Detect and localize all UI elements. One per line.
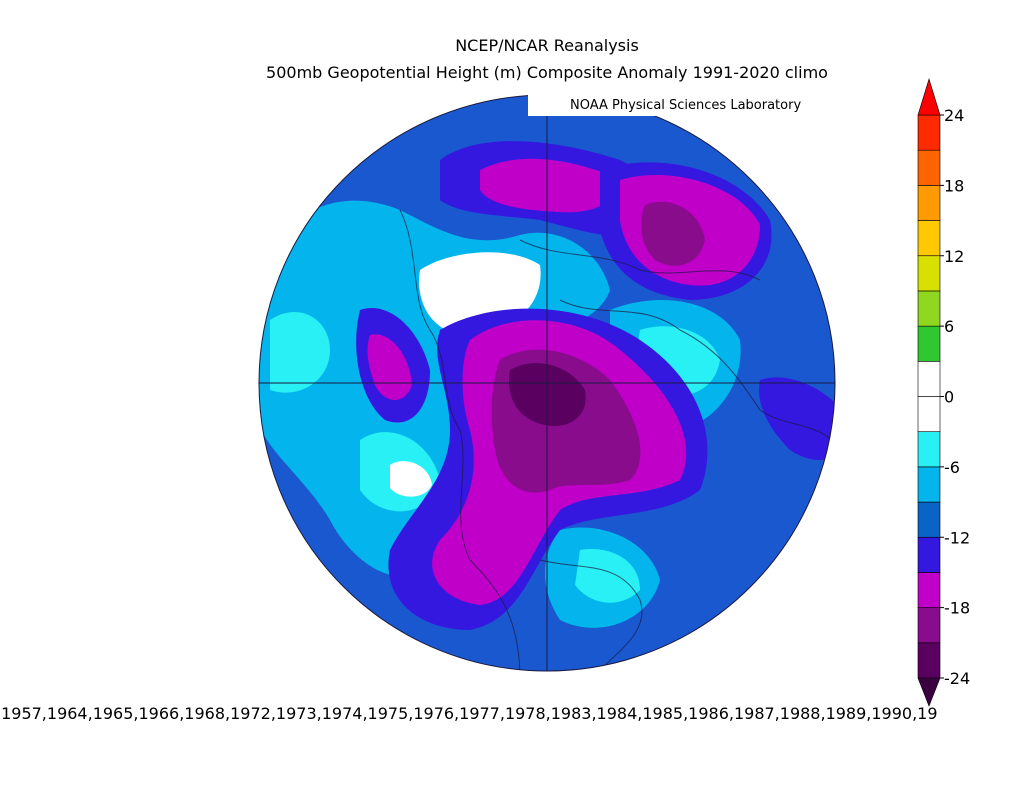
colorbar-label: -18 <box>944 599 970 618</box>
colorbar-bin <box>917 536 941 573</box>
colorbar-over <box>917 77 941 116</box>
credit-box <box>528 94 836 116</box>
colorbar-label: -12 <box>944 528 970 547</box>
colorbar-bin <box>917 431 941 468</box>
colorbar-label: 0 <box>944 388 954 407</box>
colorbar-bin <box>917 255 941 292</box>
colorbar-bin <box>917 149 941 186</box>
colorbar-bin <box>917 220 941 257</box>
subtitle: 500mb Geopotential Height (m) Composite … <box>266 63 828 82</box>
coastlines <box>399 209 835 671</box>
colorbar-bin <box>917 466 941 503</box>
colorbar-under <box>917 677 941 707</box>
colorbar-bin <box>917 290 941 327</box>
colorbar-label: 6 <box>944 317 954 336</box>
colorbar-bin <box>917 501 941 538</box>
colorbar-bin <box>917 114 941 151</box>
colorbar-label: 24 <box>944 106 964 125</box>
colorbar-label: -24 <box>944 669 970 688</box>
colorbar: 24 18 12 6 0 -6 -12 -18 -24 <box>917 77 970 707</box>
colorbar-bin <box>917 325 941 362</box>
colorbar-bin <box>917 396 941 432</box>
colorbar-bin <box>917 572 941 608</box>
colorbar-label: 12 <box>944 247 964 266</box>
colorbar-bin <box>917 185 941 221</box>
colorbar-bin <box>917 642 941 679</box>
years-list: ,1957,1964,1965,1966,1968,1972,1973,1974… <box>0 704 938 723</box>
title: NCEP/NCAR Reanalysis <box>455 36 639 55</box>
colorbar-label: -6 <box>944 458 960 477</box>
colorbar-bin <box>917 607 941 644</box>
map <box>259 95 835 671</box>
credit: NOAA Physical Sciences Laboratory <box>570 98 801 113</box>
colorbar-label: 18 <box>944 176 964 195</box>
colorbar-bin <box>917 361 941 397</box>
